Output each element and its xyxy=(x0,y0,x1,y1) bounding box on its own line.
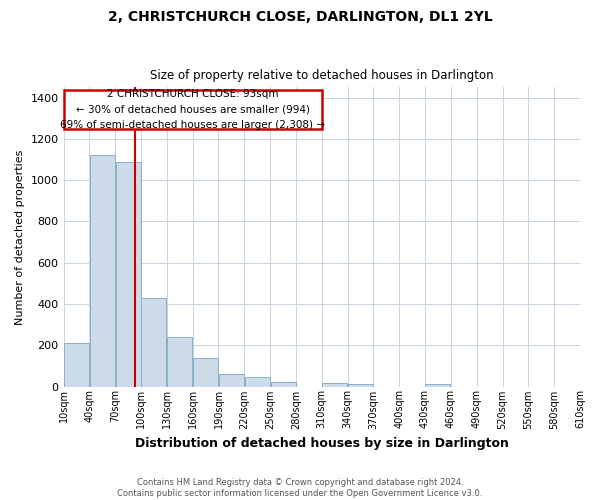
Bar xyxy=(245,377,269,386)
Bar xyxy=(116,162,140,386)
Text: 2, CHRISTCHURCH CLOSE, DARLINGTON, DL1 2YL: 2, CHRISTCHURCH CLOSE, DARLINGTON, DL1 2… xyxy=(107,10,493,24)
X-axis label: Distribution of detached houses by size in Darlington: Distribution of detached houses by size … xyxy=(135,437,509,450)
Bar xyxy=(64,343,89,386)
Bar xyxy=(219,374,244,386)
Text: 2 CHRISTCHURCH CLOSE: 93sqm
← 30% of detached houses are smaller (994)
69% of se: 2 CHRISTCHURCH CLOSE: 93sqm ← 30% of det… xyxy=(60,89,325,130)
Bar xyxy=(425,384,451,386)
Bar xyxy=(90,156,115,386)
Bar xyxy=(193,358,218,386)
Bar xyxy=(322,384,347,386)
Title: Size of property relative to detached houses in Darlington: Size of property relative to detached ho… xyxy=(150,69,494,82)
Bar xyxy=(167,337,192,386)
Y-axis label: Number of detached properties: Number of detached properties xyxy=(15,149,25,324)
Bar xyxy=(142,298,166,386)
Bar xyxy=(271,382,296,386)
Text: Contains HM Land Registry data © Crown copyright and database right 2024.
Contai: Contains HM Land Registry data © Crown c… xyxy=(118,478,482,498)
Bar xyxy=(64,90,322,128)
Bar xyxy=(348,384,373,386)
